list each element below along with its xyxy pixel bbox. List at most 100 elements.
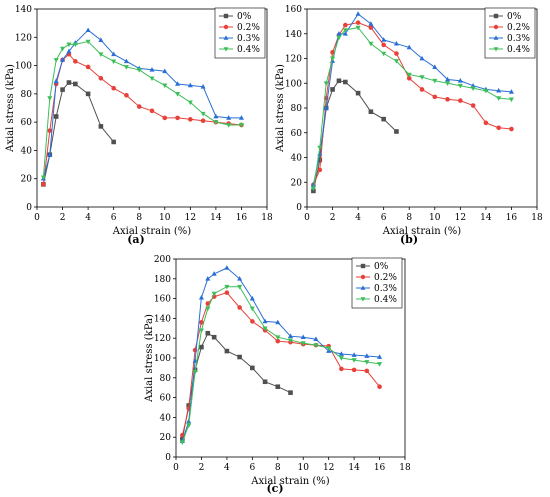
data-point <box>123 65 129 70</box>
data-point <box>73 59 78 64</box>
data-point <box>226 115 232 120</box>
data-point <box>162 115 168 121</box>
data-point <box>53 58 59 63</box>
data-point <box>238 115 244 120</box>
data-point <box>326 346 332 351</box>
x-tick-label: 8 <box>406 213 412 223</box>
data-point <box>342 28 348 33</box>
data-point <box>85 27 91 33</box>
data-point <box>211 271 217 276</box>
data-point <box>136 104 142 109</box>
data-point <box>237 284 243 290</box>
data-point <box>275 319 281 325</box>
data-point <box>432 78 438 84</box>
data-point <box>186 423 192 429</box>
data-point <box>224 265 230 270</box>
series-line <box>312 27 512 189</box>
data-point <box>98 76 104 81</box>
data-point <box>187 100 193 106</box>
x-tick-label: 10 <box>297 463 309 473</box>
data-point <box>336 78 342 84</box>
data-point <box>508 89 514 94</box>
data-point <box>381 37 387 42</box>
data-point <box>111 85 116 91</box>
data-point <box>393 59 399 64</box>
series-2 <box>310 11 514 187</box>
series-2 <box>40 27 244 181</box>
data-point <box>377 384 382 390</box>
series-0 <box>41 80 116 187</box>
data-point <box>355 25 361 31</box>
x-tick-label: 2 <box>330 213 336 223</box>
series-0 <box>311 78 399 194</box>
series-3 <box>310 25 514 192</box>
legend: 0%0.2%0.3%0.4% <box>484 7 536 59</box>
data-point <box>364 360 370 365</box>
data-point <box>393 40 399 46</box>
y-tick-label: 40 <box>160 413 172 423</box>
legend-label: 0% <box>374 262 389 272</box>
data-point <box>364 368 370 374</box>
chart-panel-0: 0 2 4 6 8 10 12 14 16 18 0 20 40 60 80 100 120 140 Axial s… <box>5 5 273 246</box>
data-point <box>111 139 116 145</box>
data-point <box>66 42 72 48</box>
data-point <box>213 120 219 125</box>
data-point <box>483 120 489 126</box>
y-tick-label: 0 <box>26 203 32 213</box>
data-point <box>226 123 232 128</box>
y-tick-label: 120 <box>285 55 302 65</box>
series-1 <box>311 20 514 188</box>
legend-marker <box>360 285 366 290</box>
data-point <box>66 48 72 54</box>
y-tick-label: 40 <box>21 146 33 156</box>
x-tick-label: 2 <box>60 213 66 223</box>
data-point <box>317 145 323 151</box>
series-line <box>181 292 380 436</box>
data-point <box>66 80 72 85</box>
data-point <box>213 113 219 119</box>
data-point <box>457 83 463 89</box>
data-point <box>368 21 374 26</box>
plot-frame <box>36 8 268 208</box>
data-point <box>198 294 204 300</box>
data-point <box>432 94 438 100</box>
data-point <box>343 22 348 28</box>
data-point <box>342 30 348 36</box>
x-tick-label: 4 <box>355 213 361 223</box>
legend-marker <box>223 35 229 40</box>
legend-label: 0.2% <box>507 23 530 33</box>
data-point <box>336 30 342 36</box>
legend-marker <box>223 13 229 19</box>
data-point <box>377 362 383 367</box>
legend-marker <box>360 274 366 280</box>
x-tick-label: 18 <box>531 213 543 223</box>
y-tick-label: 0 <box>296 203 302 213</box>
data-point <box>394 51 399 56</box>
data-point <box>368 25 374 30</box>
data-point <box>406 76 412 81</box>
y-tick-label: 100 <box>154 354 171 364</box>
data-point <box>508 97 514 103</box>
legend-marker <box>223 47 229 52</box>
data-point <box>47 128 53 133</box>
x-tick-label: 18 <box>261 213 273 223</box>
data-point <box>343 79 348 85</box>
data-point <box>509 126 514 132</box>
y-tick-label: 20 <box>21 175 33 185</box>
data-point <box>198 328 204 334</box>
data-point <box>47 151 53 157</box>
data-point <box>136 67 142 73</box>
chart-panel-1: 0 2 4 6 8 10 12 14 16 18 0 20 40 60 80 100 120 140 160 Axia… <box>275 5 543 246</box>
y-tick-label: 80 <box>160 374 172 384</box>
data-point <box>199 320 204 325</box>
data-point <box>98 37 104 42</box>
panel-label: (b) <box>400 233 418 246</box>
data-point <box>179 440 185 445</box>
series-line <box>181 267 380 442</box>
data-point <box>275 338 281 344</box>
x-tick-label: 6 <box>111 213 117 223</box>
data-point <box>175 92 181 97</box>
data-point <box>187 82 193 88</box>
data-point <box>85 91 91 97</box>
